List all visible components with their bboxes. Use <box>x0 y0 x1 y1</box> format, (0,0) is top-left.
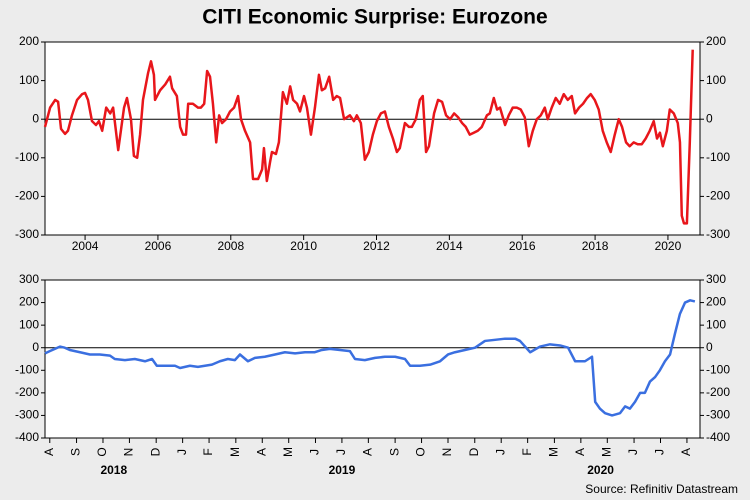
year-label: 2020 <box>587 463 614 477</box>
x-tick-label: M <box>281 447 295 457</box>
y-tick-label-right: 100 <box>706 317 726 331</box>
x-tick-label: A <box>361 448 375 456</box>
series-line <box>43 49 694 225</box>
x-tick-label: O <box>414 447 428 456</box>
y-tick-label-right: -100 <box>706 362 730 376</box>
series-line <box>44 299 696 417</box>
x-tick-label: J <box>175 449 189 455</box>
x-tick-label: F <box>201 448 215 455</box>
y-tick-label-right: 300 <box>706 272 726 286</box>
x-tick-label: 2006 <box>145 239 172 253</box>
y-tick-label-right: -100 <box>706 150 730 164</box>
x-tick-label: J <box>493 449 507 455</box>
y-tick-label-right: -200 <box>706 189 730 203</box>
y-tick-label: 0 <box>32 340 39 354</box>
x-tick-label: 2010 <box>290 239 317 253</box>
y-tick-label: 200 <box>19 295 39 309</box>
x-tick-label: 2012 <box>363 239 390 253</box>
x-tick-label: S <box>69 448 83 456</box>
x-tick-label: 2008 <box>217 239 244 253</box>
chart-title: CITI Economic Surprise: Eurozone <box>202 6 547 29</box>
year-label: 2019 <box>329 463 356 477</box>
source: Source: Refinitiv Datastream <box>585 482 738 496</box>
y-tick-label-right: -400 <box>706 430 730 444</box>
y-tick-label-right: -300 <box>706 227 730 241</box>
x-tick-label: S <box>387 448 401 456</box>
y-tick-label: -300 <box>15 408 39 422</box>
x-tick-label: J <box>653 449 667 455</box>
x-tick-label: 2018 <box>582 239 609 253</box>
y-tick-label-right: 200 <box>706 295 726 309</box>
y-tick-label: 0 <box>32 111 39 125</box>
x-tick-label: M <box>599 447 613 457</box>
year-label: 2018 <box>100 463 127 477</box>
y-tick-label: -400 <box>15 430 39 444</box>
y-tick-label: -300 <box>15 227 39 241</box>
x-tick-label: J <box>308 449 322 455</box>
x-tick-label: F <box>520 448 534 455</box>
x-tick-label: A <box>573 448 587 456</box>
x-tick-label: A <box>679 448 693 456</box>
x-tick-label: A <box>42 448 56 456</box>
y-tick-label: -200 <box>15 189 39 203</box>
y-tick-label-right: 0 <box>706 111 713 125</box>
y-tick-label: -100 <box>15 362 39 376</box>
y-tick-label-right: 200 <box>706 34 726 48</box>
y-tick-label-right: 0 <box>706 340 713 354</box>
x-tick-label: D <box>467 447 481 456</box>
x-tick-label: J <box>334 449 348 455</box>
x-tick-label: D <box>148 447 162 456</box>
y-tick-label: 200 <box>19 34 39 48</box>
x-tick-label: J <box>626 449 640 455</box>
y-tick-label-right: -300 <box>706 408 730 422</box>
x-tick-label: 2016 <box>509 239 536 253</box>
x-tick-label: A <box>254 448 268 456</box>
y-tick-label: -200 <box>15 385 39 399</box>
x-tick-label: 2020 <box>655 239 682 253</box>
x-tick-label: N <box>122 448 136 457</box>
y-tick-label: 100 <box>19 73 39 87</box>
y-tick-label: 100 <box>19 317 39 331</box>
y-tick-label-right: -200 <box>706 385 730 399</box>
x-tick-label: 2014 <box>436 239 463 253</box>
x-tick-label: N <box>440 448 454 457</box>
x-tick-label: O <box>95 447 109 456</box>
y-tick-label: 300 <box>19 272 39 286</box>
y-tick-label: -100 <box>15 150 39 164</box>
y-tick-label-right: 100 <box>706 73 726 87</box>
x-tick-label: 2004 <box>72 239 99 253</box>
x-tick-label: M <box>547 447 561 457</box>
x-tick-label: M <box>228 447 242 457</box>
